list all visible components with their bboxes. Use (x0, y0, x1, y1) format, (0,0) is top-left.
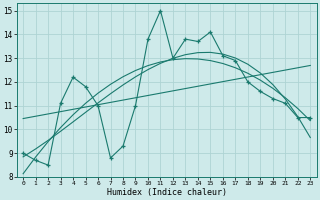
X-axis label: Humidex (Indice chaleur): Humidex (Indice chaleur) (107, 188, 227, 197)
